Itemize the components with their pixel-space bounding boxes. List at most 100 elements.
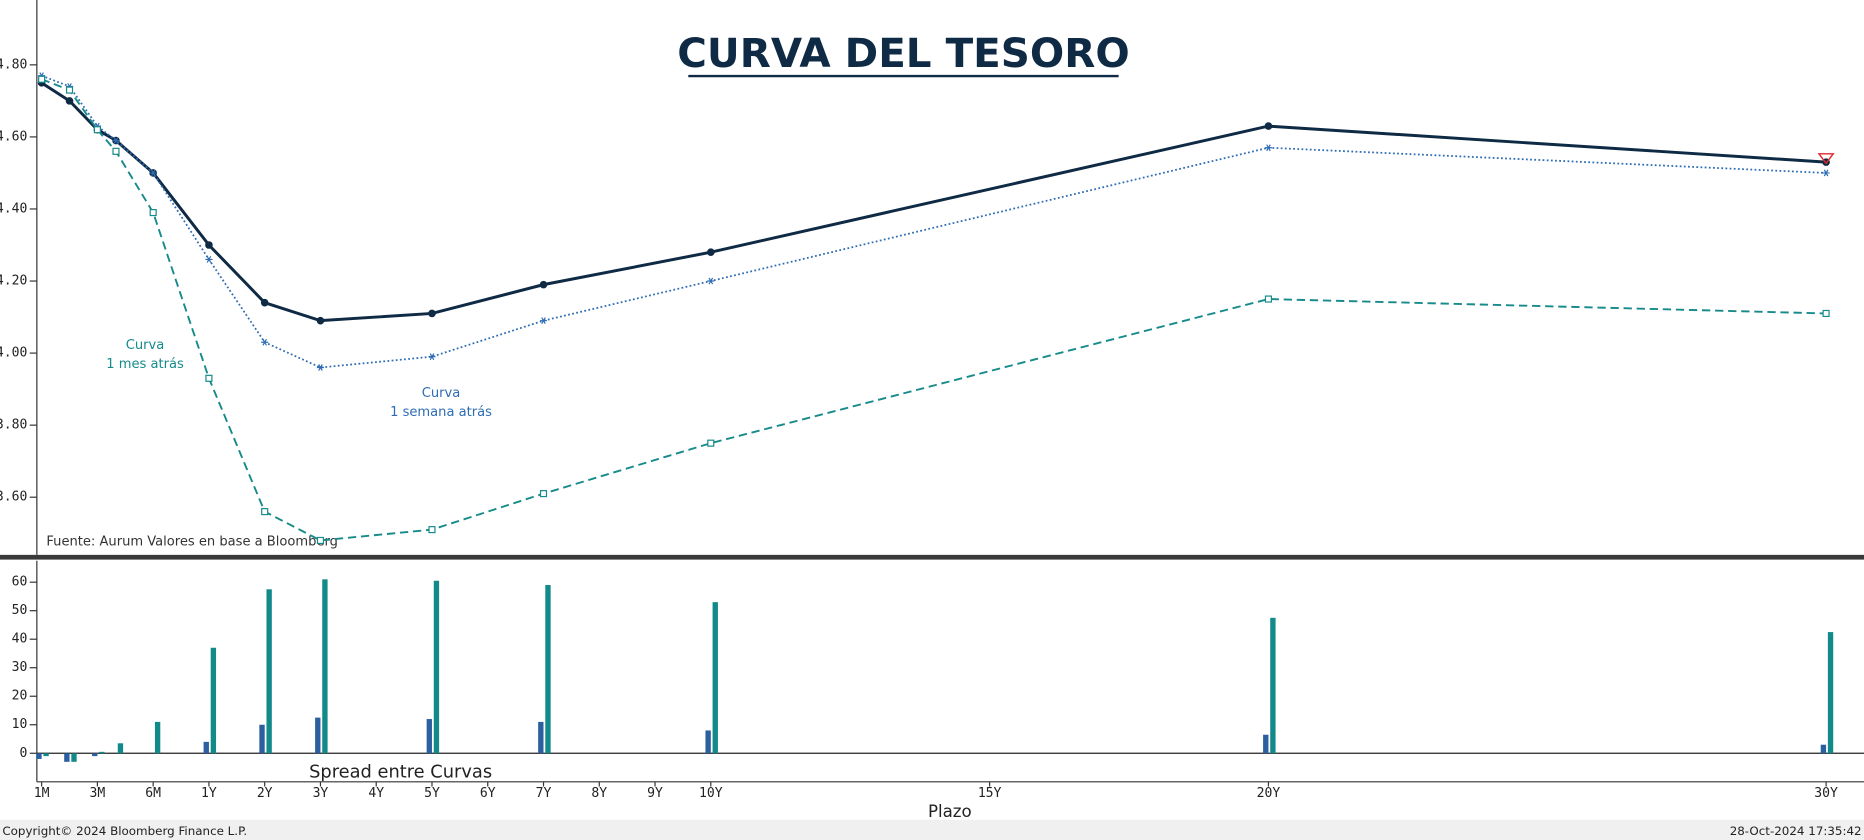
point [205,256,213,263]
bar [433,580,440,754]
bar [203,741,209,754]
point [65,97,74,105]
bar [64,753,70,762]
y-tick-label: 60 [12,575,28,590]
x-tick-label: 7Y [536,786,552,801]
point [112,137,120,144]
point [260,298,269,307]
point [706,248,715,257]
bar [315,717,321,754]
panel-separator [0,554,1864,560]
bar [705,730,711,754]
y-tick-label: 10 [12,717,28,732]
x-tick-label: 6Y [480,786,496,801]
point [149,209,157,217]
point [93,126,101,134]
point [1264,144,1273,152]
bar [1263,734,1269,754]
y-tick-label: 20 [12,689,28,704]
y-tick-label: 30 [12,660,28,675]
bar [117,743,124,754]
bar [538,721,544,754]
point [539,490,548,498]
x-tick-label: 15Y [978,786,1002,801]
x-tick-label: 2Y [257,786,273,801]
annotation: Curva [126,338,165,353]
annotation: Curva [422,386,461,401]
bar [426,719,432,754]
x-tick-label: 6M [145,786,161,801]
point [539,280,548,289]
bar [1820,744,1827,754]
point [65,86,74,94]
point [316,364,325,371]
point [316,316,325,325]
panel-title: Spread entre Curvas [309,761,492,782]
y-tick-label: 4.60 [0,129,27,144]
point [1822,309,1830,318]
last-value-marker [1817,153,1835,165]
point [428,353,436,361]
annotation: 1 mes atrás [106,357,184,372]
point [149,169,157,177]
y-tick-label: 0 [19,746,27,761]
bar [43,753,49,757]
x-tick-label: 9Y [647,786,663,801]
annotation: 1 semana atrás [390,405,492,420]
point [707,439,715,447]
bar [259,724,265,754]
bar [210,647,217,754]
y-tick-label: 4.00 [0,346,27,361]
x-axis-label: Plazo [928,802,972,821]
x-tick-label: 20Y [1257,786,1281,801]
point [539,317,548,325]
point [38,75,46,83]
bar [266,589,272,754]
point [428,309,436,318]
y-tick-label: 4.40 [0,201,27,216]
timestamp: 28-Oct-2024 17:35:42 [1730,824,1862,838]
x-tick-label: 8Y [591,786,607,801]
x-tick-label: 10Y [699,786,723,801]
point [261,508,269,516]
point [261,338,269,346]
copyright: Copyright© 2024 Bloomberg Finance L.P. [2,824,247,838]
point [428,526,436,534]
point [112,147,120,155]
point [205,374,213,382]
bar [712,602,718,754]
bar [154,721,161,754]
point [316,536,325,545]
bar [71,753,77,762]
source-note: Fuente: Aurum Valores en base a Bloomber… [46,534,338,549]
y-tick-label: 50 [12,603,28,618]
chart-title: CURVA DEL TESORO [677,29,1129,77]
point [1264,295,1273,303]
x-tick-label: 4Y [368,786,384,801]
bar [1270,617,1276,754]
x-tick-label: 1Y [201,786,217,801]
bar [92,753,98,757]
x-tick-label: 3Y [313,786,329,801]
x-tick-label: 5Y [424,786,440,801]
point [205,241,213,249]
bar [99,751,105,754]
y-tick-label: 4.20 [0,274,27,289]
y-tick-label: 3.60 [0,490,27,505]
point [707,277,715,285]
x-tick-label: 30Y [1814,786,1838,801]
point [1822,169,1830,177]
y-tick-label: 40 [12,632,28,647]
x-tick-label: 1M [34,786,50,801]
footer-band [0,819,1864,840]
y-tick-label: 4.80 [0,57,27,72]
bar [1827,632,1834,754]
bar [545,585,551,754]
x-tick-label: 3M [90,786,106,801]
y-tick-label: 3.80 [0,418,27,433]
bar [322,579,328,754]
bar [36,753,42,759]
